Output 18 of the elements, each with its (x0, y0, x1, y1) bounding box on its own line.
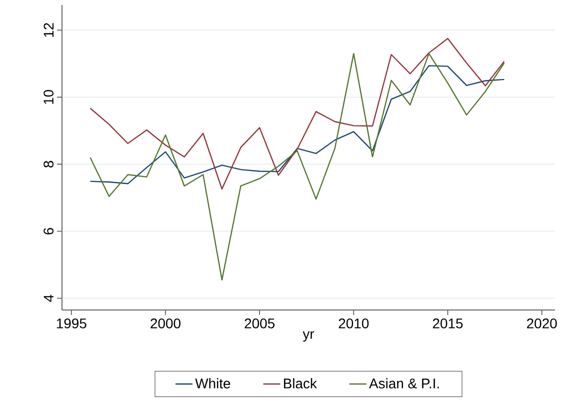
x-tick-label: 2005 (244, 318, 274, 328)
legend-label: White (195, 378, 230, 388)
line-series (90, 65, 505, 184)
x-tick-label: 1995 (56, 318, 86, 328)
y-tick-label: 12 (44, 23, 54, 37)
x-tick-label: 2010 (338, 318, 369, 328)
y-tick-label: 10 (44, 90, 54, 104)
line-series (90, 38, 505, 190)
y-tick-label: 6 (44, 228, 54, 234)
x-axis-title: yr (302, 331, 314, 342)
legend-label: Asian & P.I. (369, 378, 439, 388)
line-series (90, 53, 505, 280)
y-tick-label: 4 (44, 294, 54, 302)
x-tick-label: 2015 (432, 318, 463, 328)
legend-label: Black (284, 378, 317, 388)
x-tick-label: 2000 (150, 318, 180, 328)
x-tick-label: 2020 (527, 318, 557, 328)
y-tick-label: 8 (44, 160, 54, 168)
